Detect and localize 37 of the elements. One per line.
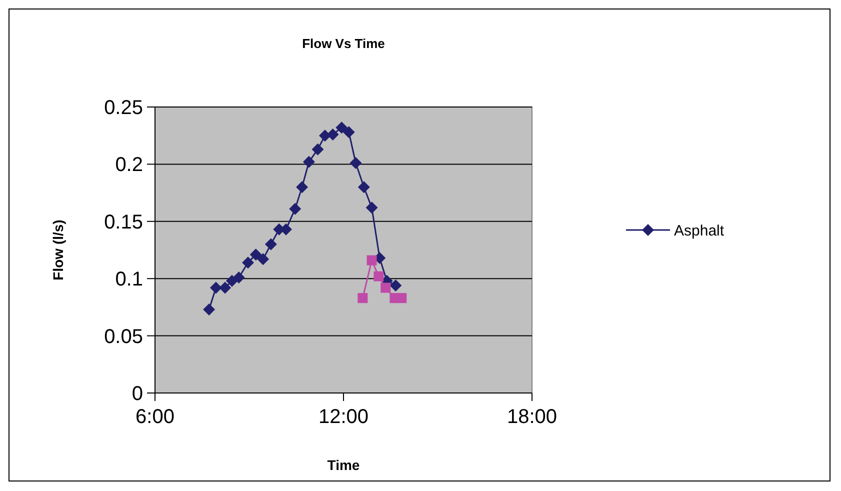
point [219,282,232,294]
point [312,143,324,156]
y-tick-label: 0 [132,383,143,405]
x-tick-label: 6:00 [136,406,174,428]
point [390,279,402,292]
x-axis-title: Time [327,457,360,473]
point [396,293,407,304]
y-tick-label: 0.1 [115,268,143,291]
point [350,157,362,170]
point [210,282,222,294]
point [366,202,378,214]
point [326,128,339,140]
point [336,122,348,134]
legend-label: Asphalt [674,222,725,240]
point [358,181,370,194]
y-tick-label: 0.05 [104,326,143,348]
point [374,271,384,282]
point [366,255,377,266]
point [289,202,302,215]
y-axis-title: Flow (l/s) [50,220,66,280]
point [203,303,216,316]
y-tick-label: 0.25 [104,97,143,119]
point [302,156,315,168]
chart-title: Flow Vs Time [302,36,385,51]
x-tick-label: 12:00 [318,406,369,428]
point [296,181,308,194]
y-tick-label: 0.2 [115,154,143,176]
point [242,256,254,269]
point [342,126,355,138]
point [380,282,391,293]
x-tick-label: 18:00 [506,406,558,428]
point [264,238,277,250]
point [358,293,368,304]
point [232,271,245,284]
point [257,253,270,266]
point [250,248,262,261]
y-tick-label: 0.15 [104,211,143,234]
